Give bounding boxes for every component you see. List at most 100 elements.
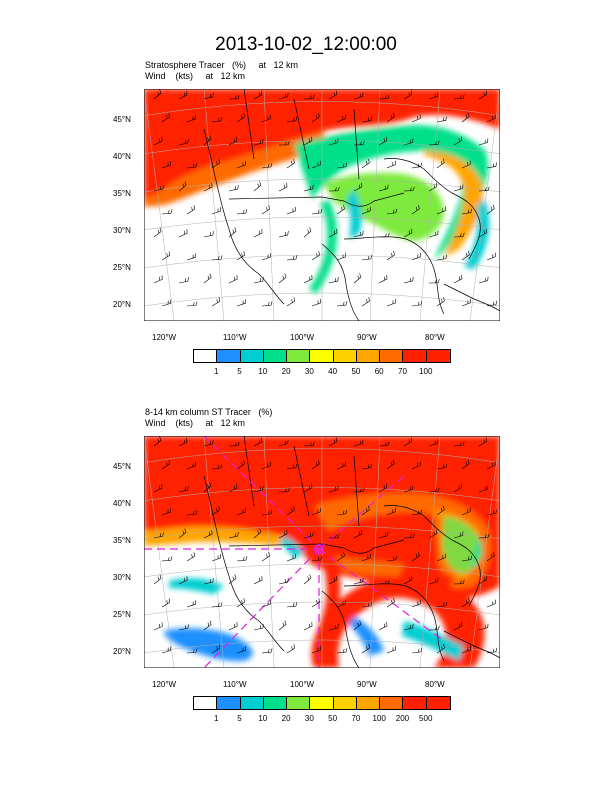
wind-barb bbox=[286, 297, 295, 307]
wind-barb bbox=[403, 485, 414, 493]
lat-label: 30°N bbox=[113, 573, 131, 582]
wind-barb bbox=[253, 624, 264, 631]
wind-barb bbox=[411, 647, 423, 654]
wind-barb bbox=[178, 138, 189, 146]
wind-barb bbox=[403, 186, 415, 192]
wind-barb bbox=[186, 600, 197, 608]
wind-barb bbox=[211, 463, 223, 470]
wind-barb bbox=[236, 459, 245, 470]
colorbar-swatch bbox=[287, 350, 311, 362]
wind-barb bbox=[161, 556, 173, 562]
wind-barb bbox=[486, 162, 497, 169]
wind-barb bbox=[353, 620, 362, 631]
lat-label: 20°N bbox=[113, 300, 131, 309]
wind-barb bbox=[378, 232, 390, 238]
wind-barb bbox=[386, 298, 396, 307]
colorbar-label: 30 bbox=[304, 714, 314, 723]
wind-barb bbox=[253, 90, 263, 100]
wind-barb bbox=[286, 116, 298, 123]
wind-barb bbox=[336, 648, 348, 654]
wind-barb bbox=[161, 508, 171, 516]
wind-barb bbox=[361, 254, 373, 261]
wind-barb bbox=[453, 232, 465, 238]
wind-barb bbox=[261, 114, 271, 123]
wind-barb bbox=[486, 204, 495, 215]
wind-barb bbox=[211, 159, 220, 169]
colorbar-swatch bbox=[426, 350, 450, 362]
wind-barb bbox=[203, 231, 214, 238]
wind-barb bbox=[253, 277, 264, 284]
wind-barb bbox=[236, 251, 245, 261]
wind-barb bbox=[328, 437, 338, 447]
wind-barb bbox=[161, 251, 171, 261]
wind-barb bbox=[153, 484, 163, 493]
wind-barb bbox=[178, 528, 187, 539]
wind-barb bbox=[403, 138, 414, 146]
wind-barb bbox=[186, 648, 198, 654]
wind-barb bbox=[311, 507, 321, 516]
wind-barb bbox=[153, 532, 164, 539]
wind-barb bbox=[236, 112, 245, 123]
wind-barb bbox=[386, 459, 395, 470]
wind-barb bbox=[178, 229, 188, 238]
colorbar-label: 70 bbox=[351, 714, 361, 723]
colorbar-label: 70 bbox=[398, 367, 407, 376]
wind-barb bbox=[203, 439, 214, 447]
wind-barb bbox=[286, 463, 298, 470]
panel2-map bbox=[144, 436, 500, 668]
wind-barb bbox=[253, 437, 263, 447]
wind-barb bbox=[336, 114, 346, 123]
wind-barb bbox=[453, 621, 463, 631]
wind-barb bbox=[278, 182, 288, 192]
wind-barb bbox=[386, 597, 395, 608]
wind-barb bbox=[178, 485, 189, 493]
wind-barb bbox=[386, 250, 395, 261]
wind-barb bbox=[436, 643, 445, 654]
wind-barb bbox=[428, 487, 440, 493]
wind-barb bbox=[453, 184, 464, 192]
wind-barb bbox=[411, 509, 423, 516]
wind-barb bbox=[378, 531, 389, 539]
wind-barb bbox=[478, 228, 488, 238]
wind-barb bbox=[236, 598, 245, 608]
wind-barb bbox=[378, 483, 388, 493]
lon-label: 110°W bbox=[223, 333, 247, 342]
wind-barb bbox=[161, 598, 171, 608]
wind-barb bbox=[353, 439, 364, 447]
wind-barb bbox=[353, 577, 364, 585]
wind-barb bbox=[461, 298, 471, 307]
wind-barb bbox=[261, 301, 273, 307]
wind-barb bbox=[461, 555, 473, 562]
wind-barb bbox=[178, 437, 188, 447]
colorbar-swatch bbox=[426, 697, 450, 709]
wind-barb bbox=[186, 163, 198, 169]
wind-barb bbox=[236, 646, 247, 654]
wind-barb bbox=[411, 204, 420, 215]
lon-label: 90°W bbox=[357, 680, 377, 689]
wind-barb bbox=[378, 136, 388, 146]
colorbar-swatch bbox=[403, 697, 427, 709]
wind-barb bbox=[261, 552, 270, 562]
colorbar-label: 50 bbox=[328, 714, 338, 723]
wind-barb bbox=[253, 485, 264, 493]
panel1-subtitle-line1: Stratosphere Tracer (%) at 12 km bbox=[145, 60, 299, 70]
wind-barb bbox=[386, 208, 398, 215]
colorbar-swatch bbox=[380, 350, 404, 362]
wind-barb bbox=[236, 160, 246, 169]
colorbar-swatch bbox=[194, 697, 218, 709]
wind-barb bbox=[286, 553, 296, 562]
wind-barb bbox=[178, 576, 188, 585]
colorbar-label: 5 bbox=[237, 367, 242, 376]
wind-barb bbox=[328, 485, 339, 493]
wind-barb bbox=[328, 276, 339, 284]
lat-label: 35°N bbox=[113, 536, 131, 545]
colorbar-label: 10 bbox=[258, 367, 268, 376]
wind-barb bbox=[278, 273, 287, 284]
wind-barb bbox=[228, 622, 238, 631]
wind-barb bbox=[328, 575, 338, 585]
wind-barb bbox=[203, 183, 213, 192]
wind-barb bbox=[328, 90, 338, 100]
wind-barb bbox=[411, 599, 421, 608]
wind-barb bbox=[411, 461, 421, 470]
wind-barb bbox=[478, 623, 489, 631]
